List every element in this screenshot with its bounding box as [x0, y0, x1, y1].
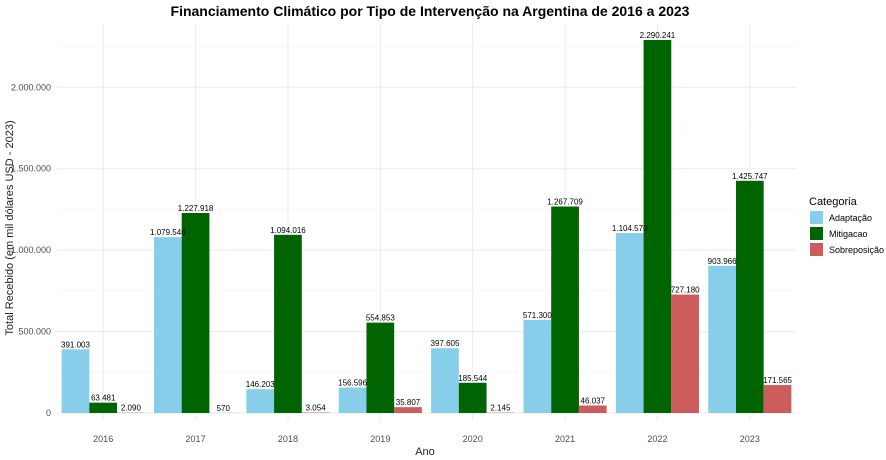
bar-value-label: 554.853 [366, 314, 395, 323]
data-labels: 391.003 1.079.546 146.203 156.596 397.605 571… [61, 31, 793, 413]
y-axis-title: Total Recebido (em mil dólares USD - 202… [4, 120, 16, 335]
axes: 0 500.000 1.000.000 1.500.000 2.000.000 2016 2… [11, 82, 760, 444]
bar [338, 387, 367, 413]
bar [394, 407, 422, 413]
bar-value-label: 46.037 [581, 397, 606, 406]
x-tick-label: 2023 [740, 434, 760, 444]
legend-title: Categoria [809, 196, 858, 208]
x-tick-label: 2021 [555, 434, 575, 444]
x-tick-label: 2019 [370, 434, 390, 444]
bar [578, 405, 607, 413]
bar-value-label: 2.145 [490, 404, 511, 413]
bar [643, 40, 672, 413]
bar-value-label: 571.300 [523, 311, 552, 320]
legend-entry-label: Sobreposição [829, 245, 884, 255]
x-tick-label: 2020 [463, 434, 483, 444]
bar [763, 385, 792, 413]
bar [366, 322, 395, 413]
bar-value-label: 2.090 [121, 404, 142, 413]
bar-value-label: 35.807 [396, 398, 421, 407]
x-tick-label: 2016 [93, 434, 113, 444]
bar [671, 294, 700, 413]
x-tick-label: 2022 [647, 434, 667, 444]
x-axis-title: Ano [415, 446, 435, 458]
bar-value-label: 2.290.241 [640, 31, 676, 40]
bar-value-label: 1.094.016 [270, 226, 306, 235]
bar-value-label: 1.267.709 [547, 198, 583, 207]
bar [708, 265, 736, 413]
y-tick-label: 0 [46, 408, 51, 418]
bar-value-label: 1.104.570 [612, 224, 648, 233]
bar-value-label: 1.079.546 [150, 228, 186, 237]
bar [181, 213, 210, 413]
bar-value-label: 570 [217, 404, 231, 413]
x-tick-label: 2017 [186, 434, 206, 444]
bar [153, 237, 182, 413]
y-tick-label: 1.000.000 [11, 245, 51, 255]
bar-value-label: 185.544 [458, 374, 487, 383]
bar [246, 389, 275, 413]
bar [615, 233, 644, 413]
legend: Categoria Adaptação Mitigacao Sobreposição [809, 196, 884, 256]
bar-value-label: 727.180 [671, 286, 700, 295]
bar-value-label: 1.425.747 [732, 172, 768, 181]
legend-entry-label: Adaptação [829, 213, 872, 223]
legend-swatch [810, 243, 823, 256]
bar-value-label: 1.227.918 [178, 204, 214, 213]
chart-title: Financiamento Climático por Tipo de Inte… [171, 3, 690, 19]
bar [523, 319, 552, 413]
bar-value-label: 63.481 [91, 394, 116, 403]
bar-value-label: 146.203 [246, 380, 275, 389]
bar-value-label: 903.966 [708, 257, 737, 266]
legend-swatch [810, 227, 823, 240]
x-tick-label: 2018 [278, 434, 298, 444]
bar-value-label: 391.003 [61, 340, 90, 349]
bar-value-label: 156.596 [338, 378, 367, 387]
bars [61, 40, 792, 413]
legend-swatch [810, 211, 823, 224]
y-tick-label: 500.000 [18, 327, 51, 337]
bar-value-label: 3.054 [306, 404, 327, 413]
bar [274, 234, 302, 413]
bar-value-label: 171.565 [763, 376, 792, 385]
bar [89, 402, 118, 413]
legend-entry-label: Mitigacao [829, 229, 868, 239]
bar [61, 349, 90, 413]
y-tick-label: 1.500.000 [11, 164, 51, 174]
bar [458, 382, 487, 413]
bar [551, 206, 579, 413]
y-tick-label: 2.000.000 [11, 82, 51, 92]
bar-value-label: 397.605 [431, 339, 460, 348]
bar [735, 180, 764, 413]
bar [431, 348, 459, 413]
